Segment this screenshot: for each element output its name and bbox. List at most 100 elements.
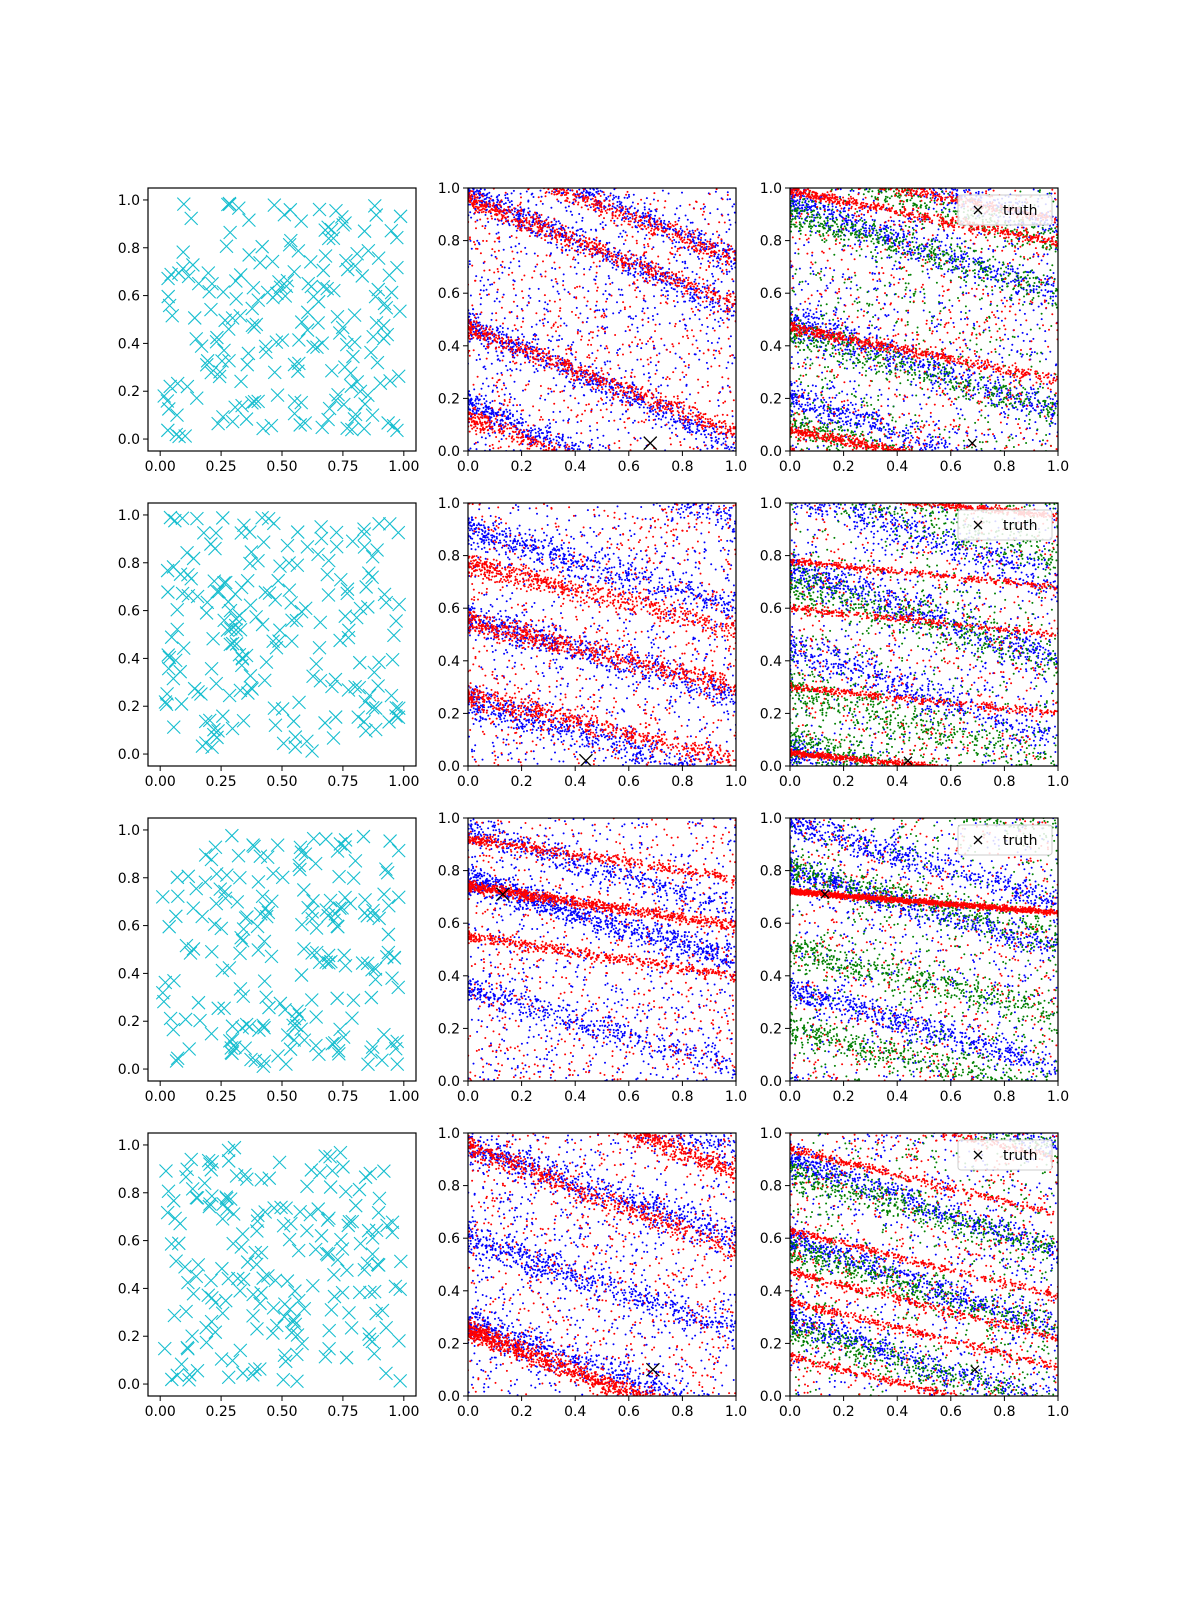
data-point	[605, 259, 608, 262]
data-point	[664, 408, 666, 411]
data-point	[643, 202, 646, 205]
data-point	[717, 278, 720, 281]
data-point	[591, 240, 594, 243]
data-point	[475, 448, 478, 451]
data-point	[692, 231, 695, 234]
data-point	[593, 372, 596, 375]
data-point	[548, 366, 551, 369]
data-point	[544, 426, 547, 429]
data-point	[621, 272, 624, 275]
data-point	[674, 282, 677, 285]
data-point	[690, 281, 693, 284]
data-point	[641, 318, 644, 321]
data-point	[484, 211, 487, 214]
data-point	[519, 221, 522, 224]
data-point	[660, 294, 663, 297]
data-point	[612, 202, 614, 205]
sample-marker	[165, 308, 180, 323]
data-point	[697, 241, 700, 244]
data-point	[662, 414, 664, 417]
data-point	[551, 445, 554, 447]
data-point	[650, 227, 653, 230]
data-point	[543, 307, 546, 310]
data-point	[505, 387, 507, 390]
data-point	[483, 420, 486, 423]
data-point	[632, 212, 635, 215]
data-point	[595, 271, 598, 274]
sample-marker	[393, 209, 408, 224]
data-point	[516, 418, 519, 421]
data-point	[695, 242, 698, 244]
data-point	[672, 300, 675, 302]
data-point	[728, 294, 731, 296]
data-point	[722, 251, 725, 254]
data-point	[621, 403, 624, 406]
data-point	[732, 262, 735, 265]
data-point	[491, 312, 494, 315]
data-point	[551, 234, 554, 237]
data-point	[525, 218, 528, 221]
data-point	[595, 236, 598, 239]
data-point	[597, 400, 600, 403]
data-point	[636, 279, 639, 282]
data-point	[485, 357, 488, 360]
data-point	[537, 229, 540, 232]
data-point	[694, 291, 696, 294]
data-point	[527, 294, 530, 297]
data-point	[498, 300, 501, 303]
data-point	[689, 446, 691, 449]
data-point	[695, 437, 698, 440]
data-point	[490, 254, 493, 257]
data-point	[649, 356, 652, 359]
data-point	[725, 251, 728, 254]
data-point	[560, 235, 563, 238]
data-point	[661, 273, 664, 276]
data-point	[526, 229, 529, 232]
sample-marker	[222, 353, 236, 368]
data-point	[636, 439, 639, 442]
data-point	[516, 354, 519, 357]
data-point	[642, 297, 645, 300]
data-point	[511, 355, 514, 358]
data-point	[702, 252, 705, 255]
data-point	[617, 235, 620, 238]
data-point	[495, 319, 498, 322]
data-point	[480, 395, 483, 397]
data-point	[625, 217, 628, 220]
data-point	[590, 442, 593, 445]
data-point	[714, 415, 716, 418]
data-point	[655, 415, 658, 418]
data-point	[668, 322, 671, 325]
data-point	[555, 220, 558, 223]
sample-marker	[157, 389, 172, 403]
data-point	[621, 343, 624, 346]
data-point	[643, 373, 645, 376]
data-point	[644, 300, 647, 303]
data-point	[697, 411, 700, 414]
sample-marker	[242, 213, 256, 228]
data-point	[580, 386, 583, 389]
data-point	[475, 321, 478, 324]
sample-marker	[347, 412, 362, 426]
data-point	[546, 334, 549, 337]
data-point	[600, 367, 603, 370]
data-point	[612, 312, 615, 315]
data-point	[648, 231, 650, 234]
data-point	[643, 222, 645, 225]
data-point	[635, 286, 638, 289]
data-point	[684, 365, 687, 368]
data-point	[482, 426, 484, 429]
data-point	[555, 280, 558, 283]
data-point	[650, 270, 653, 272]
data-point	[586, 356, 589, 359]
data-point	[655, 223, 658, 226]
data-point	[677, 411, 680, 414]
data-point	[582, 190, 585, 193]
data-point	[658, 217, 661, 220]
data-point	[605, 300, 608, 303]
data-point	[498, 203, 501, 206]
data-point	[702, 352, 705, 355]
data-point	[598, 201, 601, 204]
data-point	[506, 193, 509, 196]
data-point	[710, 432, 713, 434]
